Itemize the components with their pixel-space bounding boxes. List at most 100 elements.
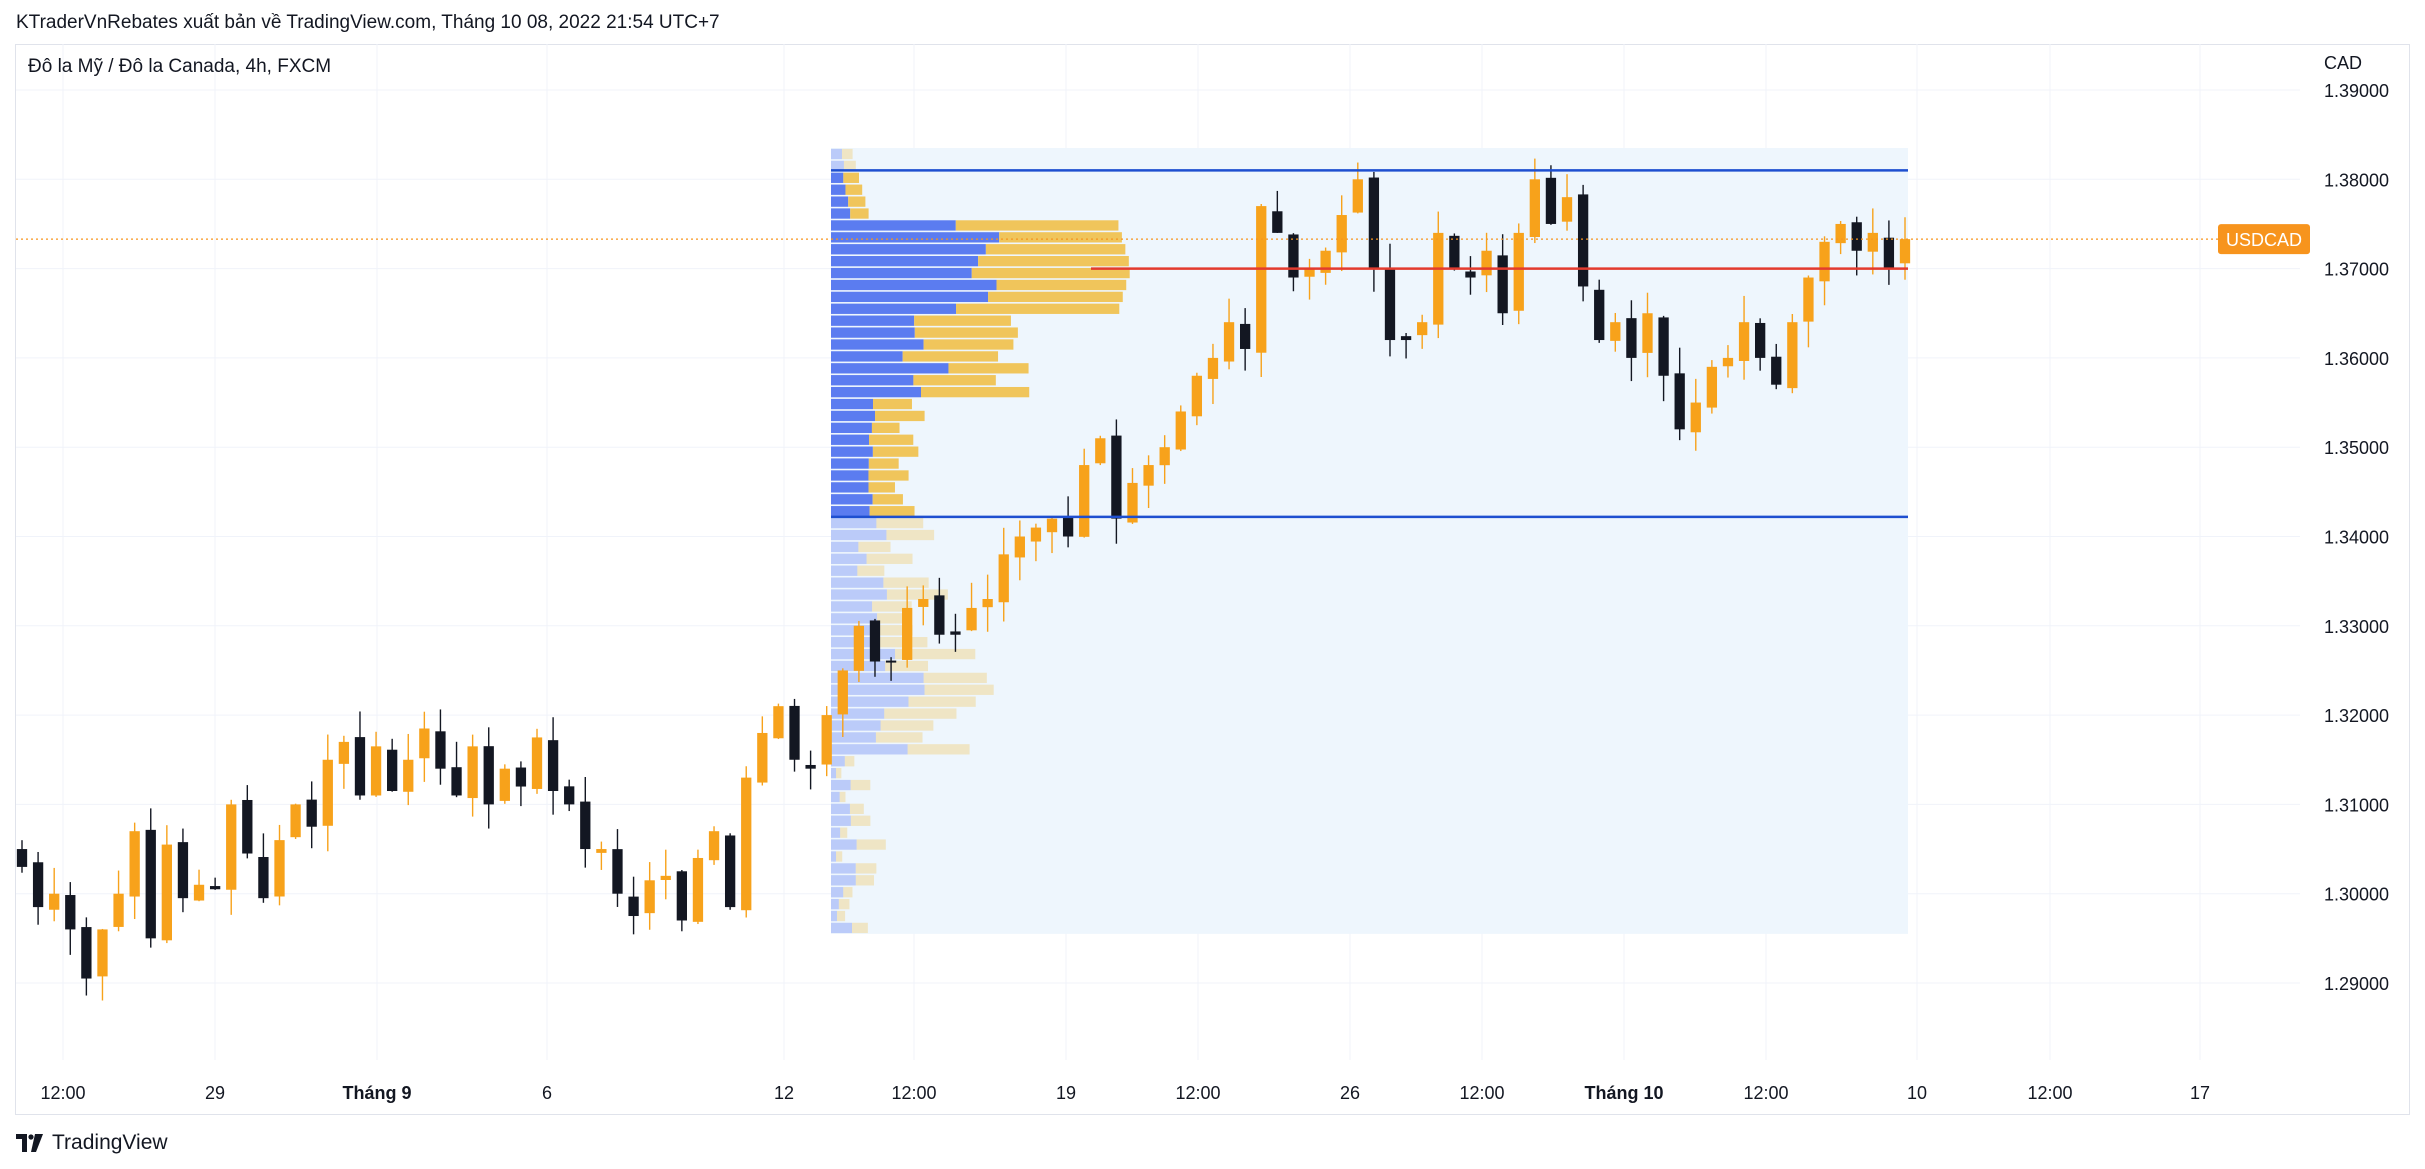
candle [773, 703, 784, 740]
volume-bar-up [876, 517, 924, 529]
candle [902, 586, 913, 668]
candle [1433, 211, 1444, 339]
price-tick-label: 1.33000 [2324, 617, 2389, 637]
candle-body [1706, 366, 1718, 408]
candle-body [499, 768, 510, 801]
candle-body [1030, 527, 1042, 542]
volume-bar-up [877, 613, 912, 624]
candle [1867, 208, 1878, 275]
candle [193, 869, 205, 902]
candle [1223, 298, 1235, 370]
volume-bar-up [840, 827, 848, 838]
time-tick-label: Tháng 10 [1584, 1083, 1663, 1103]
candle [483, 727, 494, 829]
candle-body [1143, 465, 1154, 486]
candle [805, 750, 816, 790]
candle [81, 917, 92, 996]
volume-bar-up [988, 291, 1123, 303]
candle [49, 867, 60, 922]
volume-bar-up [844, 756, 855, 767]
candle-body [1674, 373, 1685, 430]
candle-body [1272, 211, 1283, 233]
chart-frame[interactable] [15, 44, 2410, 1115]
candle [982, 574, 993, 632]
candle-body [483, 746, 494, 805]
candle [65, 882, 76, 955]
volume-bar-down [831, 601, 873, 612]
candle-body [1722, 357, 1734, 367]
candle [370, 731, 382, 797]
volume-bar-up [886, 589, 948, 600]
time-tick-label: 29 [205, 1083, 225, 1103]
last-price-badge [2218, 224, 2310, 255]
candle [209, 877, 221, 890]
candle [1320, 247, 1331, 285]
candle-body [16, 849, 28, 867]
volume-bar-down [831, 208, 851, 219]
candle-body [1079, 465, 1090, 537]
volume-bar-up [985, 244, 1126, 255]
candle-body [274, 840, 285, 897]
candle-body [258, 857, 269, 899]
candle-body [531, 737, 543, 789]
volume-bar-up [857, 565, 885, 576]
candle [531, 728, 543, 794]
candle-body [869, 620, 881, 662]
candle-body [1787, 322, 1798, 389]
volume-bar-down [831, 767, 837, 779]
volume-bar-down [831, 863, 856, 874]
symbol-description[interactable]: Đô la Mỹ / Đô la Canada, 4h, FXCM [28, 56, 332, 77]
candle [1336, 195, 1347, 272]
time-tick-label: 12 [774, 1083, 794, 1103]
candle [403, 733, 414, 806]
volume-bar-down [831, 839, 857, 850]
footer-logo[interactable]: TradingView [16, 1131, 168, 1155]
volume-bar-up [873, 398, 912, 410]
volume-bar-down [831, 577, 884, 588]
candle-body [370, 746, 382, 796]
candle [1111, 419, 1122, 544]
candle-body [789, 705, 800, 760]
candle [837, 668, 848, 737]
candle-body [1014, 536, 1025, 558]
candle [547, 717, 559, 815]
volume-bar-down [831, 541, 859, 553]
candle-body [676, 871, 688, 921]
candle [1851, 216, 1862, 276]
candle [853, 620, 865, 682]
volume-bar-up [948, 363, 1029, 374]
candle [177, 828, 189, 913]
time-tick-label: 6 [542, 1083, 552, 1103]
volume-bar-down [831, 363, 949, 374]
candle [1207, 343, 1219, 405]
time-tick-label: 17 [2190, 1083, 2210, 1103]
candle [612, 829, 623, 907]
price-tick-label: 1.32000 [2324, 706, 2389, 726]
candle-body [1497, 255, 1508, 314]
published-by-text: KTraderVnRebates xuất bản về TradingView… [16, 12, 720, 33]
volume-bar-down [831, 791, 840, 803]
candle-body [177, 842, 189, 899]
candle [1400, 332, 1412, 359]
candle-body [1577, 194, 1589, 287]
candle-body [1867, 232, 1878, 252]
candle-body [757, 732, 768, 783]
volume-bar-up [838, 898, 850, 910]
candle [1417, 314, 1428, 349]
volume-bar-down [831, 672, 924, 684]
volume-bar-up [851, 922, 868, 934]
candle-body [1352, 179, 1363, 213]
volume-bar-up [869, 506, 915, 517]
candle-body [982, 599, 993, 608]
candle-body [724, 835, 736, 908]
volume-bar-down [831, 232, 1000, 243]
candle [1561, 174, 1573, 231]
candle [580, 777, 591, 868]
volume-bar-down [831, 482, 869, 493]
candle [451, 741, 462, 798]
candle-body [805, 764, 816, 769]
candle [467, 734, 478, 817]
volume-bar-down [831, 732, 876, 743]
candle [1465, 256, 1476, 295]
